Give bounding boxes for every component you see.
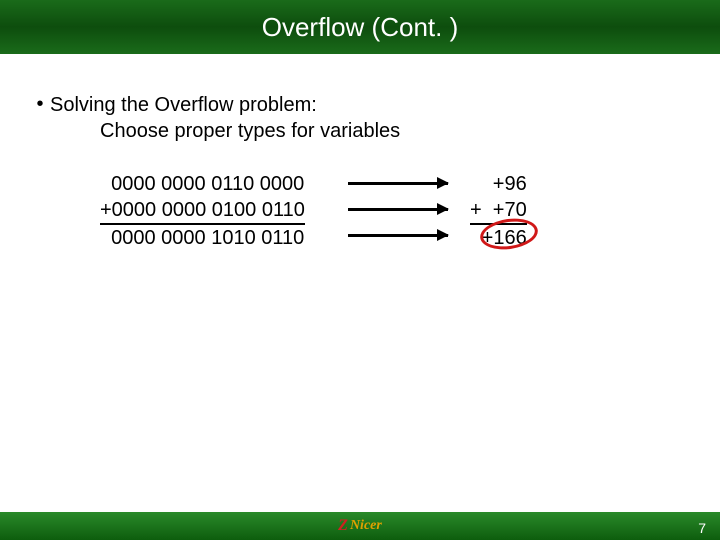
bullet-text: Solving the Overflow problem: [50, 92, 317, 118]
logo-z-icon: Z [338, 517, 348, 535]
logo-text: Nicer [350, 518, 382, 534]
bullet-item: • Solving the Overflow problem: [30, 92, 690, 118]
slide-title: Overflow (Cont. ) [262, 12, 459, 43]
binary-row-3: 0000 0000 1010 0110 [100, 225, 305, 251]
binary-underline: +0000 0000 0100 0110 [100, 197, 305, 225]
arrow-3 [348, 234, 448, 237]
slide-content: • Solving the Overflow problem: Choose p… [0, 54, 720, 281]
bullet-marker: • [30, 92, 50, 116]
bullet-subtext: Choose proper types for variables [100, 120, 690, 143]
slide-footer: Z Nicer 7 [0, 512, 720, 540]
footer-logo: Z Nicer [338, 517, 382, 535]
arrow-2 [348, 208, 448, 211]
binary-row-2: +0000 0000 0100 0110 [100, 197, 305, 225]
binary-column: 0000 0000 0110 0000 +0000 0000 0100 0110… [100, 171, 305, 251]
slide-header: Overflow (Cont. ) [0, 0, 720, 54]
decimal-row-1: +96 [470, 171, 527, 197]
calculation-area: 0000 0000 0110 0000 +0000 0000 0100 0110… [100, 171, 690, 281]
page-number: 7 [698, 520, 706, 536]
binary-row-1: 0000 0000 0110 0000 [100, 171, 305, 197]
arrow-1 [348, 182, 448, 185]
